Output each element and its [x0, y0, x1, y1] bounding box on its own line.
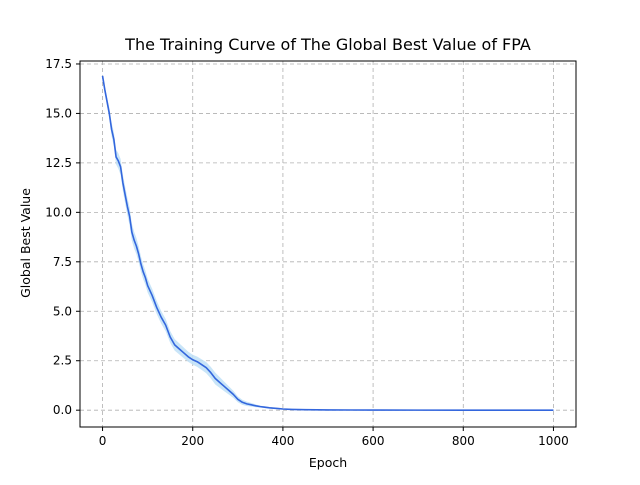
y-tick-label: 10.0: [45, 205, 72, 219]
y-tick-label: 2.5: [53, 354, 72, 368]
y-tick-label: 15.0: [45, 106, 72, 120]
y-tick-label: 12.5: [45, 156, 72, 170]
x-tick-label: 200: [181, 434, 204, 448]
y-tick-label: 0.0: [53, 403, 72, 417]
x-tick-label: 800: [452, 434, 475, 448]
series-line-layer: [101, 75, 554, 411]
x-tick-label: 1000: [538, 434, 569, 448]
chart-title: The Training Curve of The Global Best Va…: [124, 35, 531, 54]
y-axis-label: Global Best Value: [18, 188, 33, 298]
x-tick-label: 600: [362, 434, 385, 448]
plot-area-frame: [79, 60, 577, 428]
y-tick-label: 5.0: [53, 304, 72, 318]
series-line: [101, 75, 554, 411]
x-tick-label: 0: [99, 434, 107, 448]
axis-ticks: 0 200 400 600 800 1000 0.0 2.5 5.0 7.5 10.0 12.5 15.…: [45, 57, 568, 448]
x-tick-label: 400: [271, 434, 294, 448]
y-tick-label: 17.5: [45, 57, 72, 71]
x-axis-label: Epoch: [309, 455, 347, 470]
y-tick-label: 7.5: [53, 255, 72, 269]
